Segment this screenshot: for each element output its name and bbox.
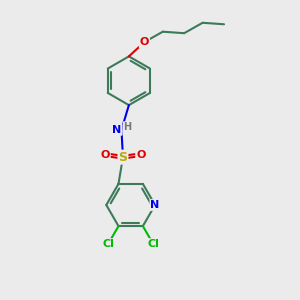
Text: N: N xyxy=(112,125,122,135)
Text: Cl: Cl xyxy=(102,239,114,249)
Text: O: O xyxy=(100,150,110,160)
Text: O: O xyxy=(140,37,149,47)
Text: S: S xyxy=(118,151,127,164)
Text: H: H xyxy=(123,122,131,132)
Text: N: N xyxy=(150,200,160,210)
Text: Cl: Cl xyxy=(147,239,159,249)
Text: O: O xyxy=(136,150,146,160)
